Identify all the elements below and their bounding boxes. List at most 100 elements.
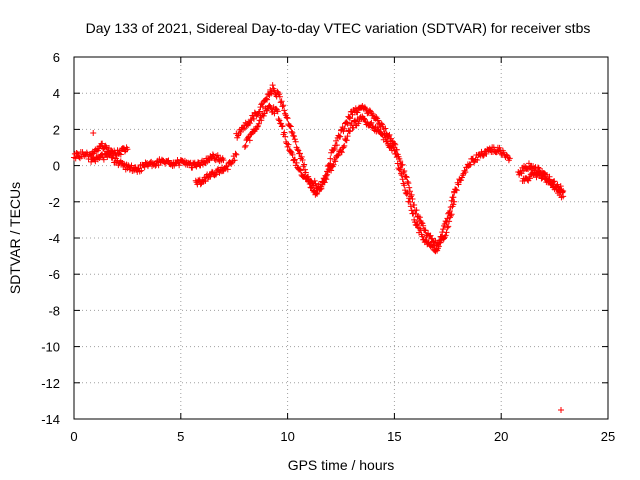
data-point-marker [232,150,239,157]
data-point-marker [407,203,414,210]
data-point-marker [427,232,434,239]
data-point-marker [407,198,414,205]
data-point-marker [461,167,468,174]
data-point-marker [414,221,421,228]
data-point-marker [312,180,319,187]
y-tick-label: -12 [41,376,60,391]
data-point-marker [467,161,474,168]
data-point-marker [291,136,298,143]
data-point-marker [246,120,253,127]
data-point-marker [338,148,344,155]
data-point-marker [362,105,369,112]
y-tick-label: -8 [48,303,60,318]
data-point-marker [393,154,400,161]
data-point-marker [442,232,449,239]
x-tick-label: 20 [494,429,508,444]
data-point-marker [368,119,375,126]
data-point-marker [264,96,271,103]
data-point-marker [104,154,111,161]
data-point-marker [76,153,83,160]
data-point-marker [439,229,446,236]
data-point-marker [558,406,565,413]
data-point-marker [346,114,353,121]
data-point-marker [275,89,282,96]
data-point-marker [535,164,542,171]
y-tick-label: -2 [48,195,60,210]
data-point-marker [241,144,248,151]
data-point-marker [250,115,257,122]
data-point-marker [453,187,460,194]
data-point-marker [504,152,511,159]
data-point-marker [382,134,389,141]
data-point-marker [287,148,294,155]
data-point-marker [553,186,560,193]
data-point-marker [189,164,196,171]
y-tick-label: -6 [48,267,60,282]
data-point-marker [328,167,335,174]
data-point-marker [420,222,427,229]
y-tick-label: 0 [53,159,60,174]
data-point-marker [298,153,305,160]
data-point-marker [396,166,403,173]
data-point-marker [429,235,436,242]
data-point-marker [545,176,552,183]
chart-title: Day 133 of 2021, Sidereal Day-to-day VTE… [86,20,591,36]
data-point-marker [435,243,442,250]
data-point-marker [289,129,296,136]
data-point-marker [283,114,290,121]
data-point-marker [335,151,342,158]
data-point-marker [401,168,408,175]
data-point-marker [374,117,381,124]
data-point-marker [281,129,288,136]
data-point-marker [334,152,341,159]
data-point-marker [213,171,220,178]
data-point-marker [440,226,447,233]
data-point-marker [498,150,505,157]
data-point-marker [293,159,300,166]
data-point-marker [418,219,425,226]
data-point-marker [176,162,183,169]
data-point-marker [138,167,145,174]
data-point-marker [480,152,487,159]
data-point-marker [296,150,303,157]
data-point-marker [398,172,405,179]
data-point-marker [451,198,458,205]
x-tick-label: 0 [70,429,77,444]
data-point-marker [301,161,308,168]
y-tick-label: 2 [53,122,60,137]
data-point-marker [276,93,283,100]
data-point-marker [90,130,97,137]
data-point-marker [271,87,278,94]
data-point-marker [410,210,417,217]
y-tick-label: -10 [41,340,60,355]
data-point-marker [382,125,389,132]
data-point-marker [291,156,298,163]
data-point-marker [533,174,540,181]
data-point-marker [406,184,413,191]
data-point-marker [231,157,238,164]
data-point-marker [279,103,286,110]
data-point-marker [381,132,388,139]
data-point-marker [557,183,564,190]
y-tick-label: 4 [53,86,60,101]
data-point-marker [106,144,113,151]
data-point-marker [100,156,107,163]
data-point-marker [373,114,380,121]
data-point-marker [278,98,285,105]
data-point-marker [299,157,306,164]
data-point-marker [277,99,284,106]
data-point-marker [124,146,131,153]
data-point-marker [263,95,270,102]
data-point-marker [436,239,443,246]
data-point-marker [443,219,450,226]
data-point-marker [474,156,481,163]
data-point-marker [390,144,397,151]
data-point-marker [403,174,410,181]
data-point-marker [269,82,276,89]
data-point-marker [402,173,409,180]
data-point-marker [256,108,263,115]
data-point-marker [258,117,265,124]
data-point-marker [297,167,304,174]
data-point-marker [289,151,296,158]
